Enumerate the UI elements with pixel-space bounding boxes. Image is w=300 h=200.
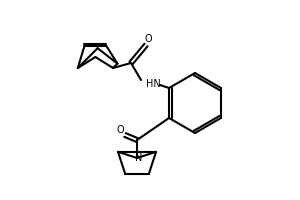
Text: HN: HN [146, 79, 160, 89]
Text: O: O [116, 125, 124, 135]
Text: N: N [135, 153, 143, 163]
Text: O: O [144, 34, 152, 44]
